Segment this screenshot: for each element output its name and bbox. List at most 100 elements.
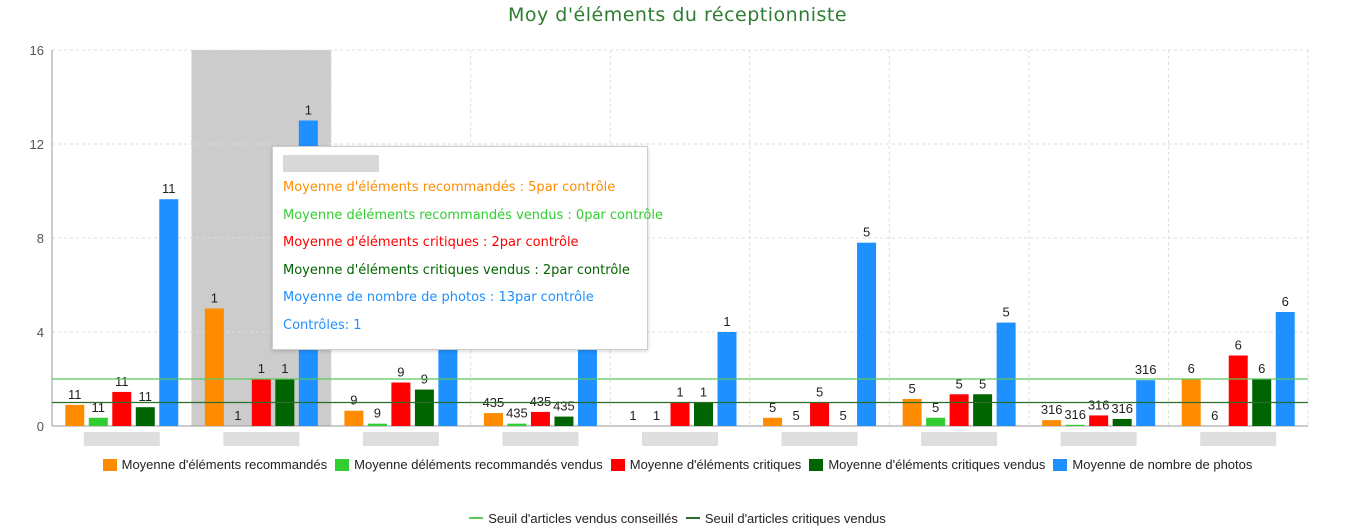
series-legend: Moyenne d'éléments recommandés Moyenne dé… bbox=[0, 457, 1355, 474]
bar bbox=[763, 417, 783, 426]
data-label: 5 bbox=[955, 376, 962, 391]
data-label: 1 bbox=[258, 361, 265, 376]
data-label: 435 bbox=[530, 394, 552, 409]
data-label: 1 bbox=[723, 314, 730, 329]
data-label: 1 bbox=[653, 408, 660, 423]
bar bbox=[1112, 418, 1132, 426]
bar bbox=[1089, 415, 1109, 426]
data-label: 1 bbox=[211, 291, 218, 306]
legend-swatch bbox=[102, 458, 117, 471]
data-label: 316 bbox=[1064, 407, 1086, 422]
legend-label: Moyenne d'éléments critiques vendus bbox=[828, 457, 1046, 472]
bar bbox=[65, 404, 85, 426]
data-label: 9 bbox=[350, 393, 357, 408]
data-label: 1 bbox=[676, 385, 683, 400]
data-label: 9 bbox=[397, 365, 404, 380]
legend-label: Moyenne déléments recommandés vendus bbox=[354, 457, 603, 472]
data-label: 1 bbox=[629, 408, 636, 423]
bar bbox=[973, 394, 993, 426]
bar bbox=[344, 410, 364, 426]
bar bbox=[1042, 420, 1062, 426]
tooltip-redacted-name bbox=[283, 155, 379, 172]
bar bbox=[483, 413, 503, 426]
legend-swatch bbox=[1053, 458, 1068, 471]
bar bbox=[507, 423, 527, 426]
tooltip-line: Moyenne déléments recommandés vendus : 0… bbox=[283, 207, 663, 223]
hover-tooltip: Moyenne d'éléments recommandés : 5par co… bbox=[272, 146, 663, 350]
data-label: 9 bbox=[374, 406, 381, 421]
bar bbox=[1228, 355, 1248, 426]
data-label: 5 bbox=[932, 400, 939, 415]
data-label: 11 bbox=[115, 374, 129, 389]
data-label: 5 bbox=[1002, 305, 1009, 320]
data-label: 435 bbox=[553, 399, 575, 414]
x-tick-label-redacted bbox=[223, 432, 300, 446]
x-tick-label-redacted bbox=[781, 432, 858, 446]
data-label: 1 bbox=[700, 385, 707, 400]
x-tick-label-redacted bbox=[642, 432, 718, 446]
bar bbox=[204, 308, 224, 426]
legend-label: Moyenne de nombre de photos bbox=[1072, 457, 1253, 472]
bar bbox=[414, 389, 434, 426]
y-tick-label: 12 bbox=[30, 137, 44, 152]
data-label: 1 bbox=[234, 408, 241, 423]
bar bbox=[88, 417, 108, 426]
legend-item[interactable]: Moyenne d'éléments critiques bbox=[610, 457, 801, 472]
bar bbox=[810, 402, 830, 426]
data-label: 5 bbox=[792, 408, 799, 423]
legend-line-swatch bbox=[469, 517, 484, 519]
legend-item[interactable]: Moyenne d'éléments recommandés bbox=[102, 457, 328, 472]
reference-line-legend: Seuil d'articles vendus conseillés Seuil … bbox=[0, 507, 1355, 526]
data-label: 5 bbox=[863, 225, 870, 240]
x-tick-label-redacted bbox=[83, 432, 160, 446]
bar bbox=[1065, 424, 1085, 426]
data-label: 6 bbox=[1211, 408, 1218, 423]
bar bbox=[670, 402, 690, 426]
legend-item[interactable]: Moyenne déléments recommandés vendus bbox=[335, 457, 603, 472]
data-label: 5 bbox=[839, 408, 846, 423]
x-tick-label-redacted bbox=[1060, 432, 1137, 446]
data-label: 11 bbox=[139, 389, 153, 404]
data-label: 11 bbox=[92, 400, 106, 415]
tooltip-line: Moyenne de nombre de photos : 13par cont… bbox=[283, 290, 594, 305]
y-tick-label: 8 bbox=[37, 231, 44, 246]
chart-title: Moy d'éléments du réceptionniste bbox=[507, 4, 848, 26]
bar bbox=[577, 346, 597, 426]
x-tick-label-redacted bbox=[502, 432, 579, 446]
data-label: 6 bbox=[1235, 338, 1242, 353]
legend-item[interactable]: Moyenne de nombre de photos bbox=[1053, 457, 1252, 472]
legend-item[interactable]: Seuil d'articles vendus conseillés bbox=[469, 511, 678, 526]
bar bbox=[530, 411, 550, 426]
x-tick-label-redacted bbox=[362, 432, 439, 446]
bar bbox=[112, 391, 132, 426]
legend-label: Moyenne d'éléments recommandés bbox=[121, 457, 328, 472]
bar bbox=[926, 417, 946, 426]
data-label: 1 bbox=[305, 103, 312, 118]
data-label: 316 bbox=[1088, 397, 1110, 412]
tooltip-line: Moyenne d'éléments recommandés : 5par co… bbox=[283, 180, 616, 195]
data-label: 316 bbox=[1135, 362, 1157, 377]
data-label: 316 bbox=[1111, 401, 1133, 416]
bar bbox=[694, 402, 713, 426]
data-label: 6 bbox=[1258, 361, 1265, 376]
data-label: 11 bbox=[162, 181, 176, 196]
legend-label: Seuil d'articles vendus conseillés bbox=[488, 510, 678, 526]
data-label: 5 bbox=[816, 385, 823, 400]
legend-item[interactable]: Moyenne d'éléments critiques vendus bbox=[809, 457, 1045, 472]
data-label: 316 bbox=[1041, 402, 1063, 417]
data-label: 5 bbox=[979, 376, 986, 391]
data-label: 6 bbox=[1282, 294, 1289, 309]
legend-item[interactable]: Seuil d'articles critiques vendus bbox=[685, 511, 886, 526]
bar bbox=[367, 423, 387, 426]
bar bbox=[857, 242, 877, 426]
x-tick-label-redacted bbox=[1200, 432, 1277, 446]
bar bbox=[159, 199, 179, 426]
bar bbox=[902, 398, 922, 426]
bar bbox=[949, 394, 969, 426]
data-label: 435 bbox=[506, 406, 528, 421]
legend-swatch bbox=[809, 458, 824, 471]
legend-line-swatch bbox=[685, 517, 700, 519]
tooltip-line: Contrôles: 1 bbox=[283, 317, 362, 333]
tooltip-line: Moyenne d'éléments critiques vendus : 2p… bbox=[283, 262, 630, 278]
